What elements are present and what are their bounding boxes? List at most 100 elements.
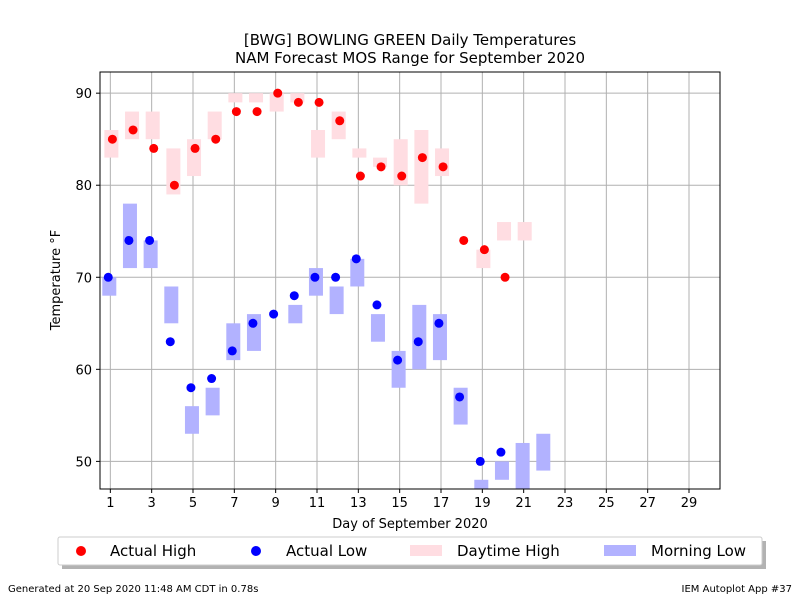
actual-high-point bbox=[314, 97, 324, 107]
actual-high-point bbox=[107, 134, 117, 144]
actual-high-point bbox=[417, 153, 427, 163]
daytime-high-range-bar bbox=[249, 93, 264, 103]
daytime-high-range-bar bbox=[125, 111, 140, 140]
morning-low-range-bar bbox=[164, 286, 179, 324]
x-axis-label: Day of September 2020 bbox=[332, 517, 488, 532]
actual-low-point bbox=[186, 383, 196, 393]
daytime-high-range-bar bbox=[228, 93, 243, 103]
actual-low-point bbox=[248, 318, 258, 328]
daytime-high-range-bar bbox=[207, 111, 222, 140]
actual-low-point bbox=[372, 300, 382, 310]
actual-high-point bbox=[500, 272, 510, 282]
actual-low-point bbox=[227, 346, 237, 356]
actual-low-point bbox=[496, 447, 506, 457]
morning-low-range-bar bbox=[184, 406, 199, 434]
actual-high-point bbox=[438, 162, 448, 172]
actual-high-point bbox=[355, 171, 365, 181]
legend-daytime-high-label: Daytime High bbox=[457, 542, 560, 560]
daytime-high-range-bar bbox=[269, 93, 284, 112]
actual-low-point bbox=[269, 309, 279, 319]
data-points bbox=[103, 88, 510, 466]
morning-low-range-bar bbox=[143, 240, 158, 269]
morning-low-range-bar bbox=[474, 479, 489, 489]
y-tick-label: 50 bbox=[75, 455, 92, 470]
legend-actual-low-marker bbox=[251, 546, 261, 556]
daytime-high-range-bar bbox=[517, 222, 532, 241]
legend-daytime-high-swatch bbox=[410, 545, 442, 556]
actual-high-point bbox=[252, 107, 262, 117]
actual-low-point bbox=[145, 235, 155, 245]
footer-generated: Generated at 20 Sep 2020 11:48 AM CDT in… bbox=[8, 584, 259, 595]
x-tick-label: 7 bbox=[230, 496, 238, 511]
actual-low-point bbox=[331, 272, 341, 282]
actual-low-point bbox=[413, 337, 423, 347]
actual-low-point bbox=[207, 374, 217, 384]
actual-high-point bbox=[479, 245, 489, 255]
footer-app: IEM Autoplot App #37 bbox=[681, 584, 792, 595]
morning-low-range-bar bbox=[350, 258, 365, 287]
y-tick-label: 90 bbox=[75, 87, 92, 102]
morning-low-range-bar bbox=[308, 268, 323, 296]
x-tick-label: 29 bbox=[681, 496, 698, 511]
legend-morning-low-swatch bbox=[604, 545, 636, 556]
morning-low-range-bar bbox=[205, 387, 220, 416]
daytime-high-range-bar bbox=[476, 249, 491, 269]
actual-high-point bbox=[169, 180, 179, 190]
x-tick-label: 25 bbox=[598, 496, 615, 511]
x-tick-label: 13 bbox=[350, 496, 367, 511]
legend-morning-low-label: Morning Low bbox=[651, 542, 746, 560]
x-tick-label: 21 bbox=[515, 496, 532, 511]
morning-low-range-bar bbox=[494, 461, 509, 480]
actual-high-point bbox=[376, 162, 386, 172]
actual-high-point bbox=[459, 235, 469, 245]
y-tick-label: 80 bbox=[75, 179, 92, 194]
daytime-high-range-bar bbox=[145, 111, 160, 140]
morning-low-range-bar bbox=[370, 314, 385, 342]
daytime-high-range-bar bbox=[311, 129, 326, 158]
morning-low-range-bar bbox=[412, 304, 427, 370]
actual-high-point bbox=[273, 88, 283, 98]
y-tick-label: 60 bbox=[75, 363, 92, 378]
morning-low-range-bar bbox=[329, 286, 344, 315]
actual-low-point bbox=[289, 291, 299, 301]
chart-subtitle: NAM Forecast MOS Range for September 202… bbox=[234, 49, 586, 67]
actual-low-point bbox=[475, 456, 485, 466]
x-tick-label: 1 bbox=[106, 496, 114, 511]
plot-frame bbox=[99, 71, 721, 490]
actual-high-point bbox=[149, 143, 159, 153]
actual-high-point bbox=[190, 143, 200, 153]
actual-low-point bbox=[310, 272, 320, 282]
x-tick-label: 9 bbox=[272, 496, 280, 511]
daytime-high-range-bar bbox=[497, 222, 512, 241]
legend-actual-high-label: Actual High bbox=[110, 542, 196, 560]
x-tick-label: 17 bbox=[433, 496, 450, 511]
actual-high-point bbox=[128, 125, 138, 135]
x-tick-label: 23 bbox=[557, 496, 574, 511]
grid bbox=[100, 72, 720, 489]
actual-high-point bbox=[335, 116, 345, 126]
actual-low-point bbox=[124, 235, 134, 245]
morning-low-range-bar bbox=[536, 433, 551, 471]
actual-high-point bbox=[231, 107, 241, 117]
actual-high-point bbox=[211, 134, 221, 144]
actual-high-point bbox=[293, 97, 303, 107]
daytime-high-range-bar bbox=[104, 129, 119, 158]
actual-low-point bbox=[165, 337, 175, 347]
x-tick-label: 27 bbox=[639, 496, 656, 511]
legend: Actual High Actual Low Daytime High Morn… bbox=[57, 536, 766, 569]
y-tick-label: 70 bbox=[75, 271, 92, 286]
x-tick-label: 19 bbox=[474, 496, 491, 511]
daytime-high-range-bar bbox=[435, 148, 450, 177]
morning-low-range-bar bbox=[122, 203, 137, 269]
legend-actual-low-label: Actual Low bbox=[286, 542, 367, 560]
morning-low-range-bar bbox=[288, 304, 303, 324]
daytime-high-range-bar bbox=[352, 148, 367, 158]
morning-low-range-bar bbox=[515, 442, 530, 489]
actual-low-point bbox=[434, 318, 444, 328]
daytime-high-range-bar bbox=[331, 111, 346, 140]
x-tick-label: 15 bbox=[391, 496, 408, 511]
daytime-high-range-bar bbox=[290, 93, 305, 103]
actual-low-point bbox=[351, 254, 361, 264]
